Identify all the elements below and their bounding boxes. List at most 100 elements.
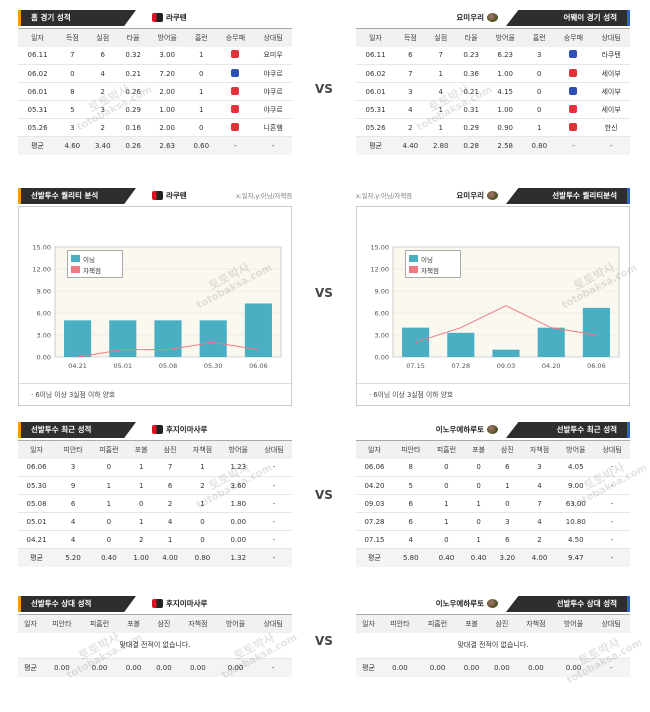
chart-note: · 6이닝 이상 3실점 이하 양호 [19, 383, 291, 405]
table-cell: 7 [57, 46, 88, 65]
avg-cell: 5.80 [392, 548, 429, 567]
table-row: 05.30 9 1 1 6 2 3.60- [18, 476, 292, 495]
table-cell: 1 [90, 494, 127, 513]
vs-label: VS [315, 286, 333, 300]
avg-cell: 1.32 [220, 548, 257, 567]
table-cell: - [594, 512, 630, 531]
table-cell: 2.00 [148, 82, 187, 101]
table-cell: 0 [428, 476, 465, 495]
column-header: 방어율 [216, 614, 255, 633]
rakuten-logo-icon [152, 13, 163, 22]
x-tick-label: 06.06 [249, 362, 268, 370]
table-cell: 6 [392, 494, 429, 513]
table-cell: 2 [87, 118, 118, 137]
column-header: 방어율 [557, 440, 595, 459]
result-cell [554, 82, 593, 101]
table-cell: 2 [126, 530, 156, 549]
table-cell: 1 [126, 476, 156, 495]
table-cell: 05.31 [18, 100, 58, 119]
chart-svg: 0.00 3.00 6.00 9.00 12.00 15.00 04.21 05.01 05.0… [32, 244, 282, 370]
pitcher-name: 이노우에하루토 [435, 425, 484, 434]
table-cell: 0 [464, 476, 493, 495]
table-row: 07.28 6 1 0 3 4 10.80- [356, 512, 630, 531]
table-cell: 0 [184, 530, 221, 549]
avg-cell: 0.80 [524, 136, 555, 155]
avg-cell: - [592, 136, 630, 155]
table-row: 05.01 4 0 1 4 0 0.00- [18, 512, 292, 531]
yomiuri-logo-icon [487, 13, 498, 22]
table-cell: 6 [55, 494, 91, 513]
table-cell: 7.20 [148, 64, 187, 83]
column-header: 승무패 [554, 28, 593, 47]
pitcher-quality-panel-left: 선발투수 퀄리티 분석 라쿠텐 x:일자,y:이닝/자책점 0.00 3.00 6.… [18, 186, 292, 406]
pitcher-h2h-panel-right: 이노우에하루토 선발투수 상대 성적 일자 피안타 피홈런 포볼 삼진 자책점 방어율 상대팀… [356, 594, 630, 677]
pitcher-h2h-table: 일자 피안타 피홈런 포볼 삼진 자책점 방어율 상대팀 맞대결 전적이 없습니다. 평균 0.… [18, 614, 292, 677]
win-badge-icon [231, 86, 240, 95]
table-cell: 세이부 [592, 64, 630, 83]
avg-cell: - [254, 136, 292, 155]
table-cell: 3.60 [220, 476, 257, 495]
column-header: 방어율 [220, 440, 257, 459]
table-row: 04.20 5 0 0 1 4 9.00- [356, 476, 630, 495]
away-record-table: 일자 득점 실점 타율 방어율 홈런 승무패 상대팀 06.11 6 7 0.23 6.23 3 라쿠텐 0… [356, 28, 630, 155]
column-header: 자책점 [184, 440, 221, 459]
table-cell: 1 [184, 458, 221, 477]
table-cell: 05.30 [18, 476, 56, 495]
table-cell: - [256, 512, 292, 531]
average-row: 평균 4.60 3.40 0.26 2.63 0.60- - [18, 136, 292, 155]
table-cell: 라쿠텐 [592, 46, 630, 65]
column-header: 일자 [18, 440, 56, 459]
table-cell: 1 [428, 512, 465, 531]
table-cell: 0.32 [117, 46, 149, 65]
y-tick-label: 15.00 [370, 244, 389, 252]
table-cell: 3 [57, 118, 88, 137]
column-header: 자책점 [521, 440, 558, 459]
table-cell: 0 [524, 64, 555, 83]
legend-earned-runs: 자책점 [421, 266, 439, 275]
table-cell: 06.11 [18, 46, 58, 65]
column-header: 삼진 [492, 440, 522, 459]
table-cell: 4 [155, 512, 185, 531]
home-record-table: 일자 득점 실점 타율 방어율 홈런 승무패 상대팀 06.11 7 6 0.32 3.00 1 요미우 0… [18, 28, 292, 155]
table-cell: 4 [392, 530, 429, 549]
column-header: 피홈런 [418, 614, 457, 633]
avg-cell: 4.60 [57, 136, 88, 155]
column-header: 일자 [356, 440, 393, 459]
column-header: 홈런 [524, 28, 555, 47]
avg-cell: 평균 [18, 136, 58, 155]
innings-bar [447, 332, 475, 357]
table-cell: 0 [90, 530, 127, 549]
y-tick-label: 6.00 [375, 310, 389, 318]
y-tick-label: 0.00 [375, 354, 389, 362]
table-cell: 야쿠르 [254, 64, 292, 83]
y-tick-label: 0.00 [37, 354, 51, 362]
table-cell: 1 [126, 458, 156, 477]
earned-runs-line [415, 305, 597, 343]
result-cell [216, 100, 255, 119]
table-cell: 2 [184, 476, 221, 495]
avg-cell: - [594, 548, 630, 567]
legend-innings: 이닝 [83, 255, 95, 264]
table-cell: 6 [492, 530, 522, 549]
avg-cell: 0.40 [464, 548, 493, 567]
table-row: 06.02 0 4 0.21 7.20 0 야쿠르 [18, 64, 292, 83]
legend-innings: 이닝 [421, 255, 433, 264]
table-cell: 0.21 [455, 82, 487, 101]
avg-cell: 0.40 [90, 548, 127, 567]
x-tick-label: 05.30 [204, 362, 223, 370]
table-cell: - [256, 494, 292, 513]
average-row: 평균 5.20 0.40 1.00 4.00 0.80 1.32- [18, 548, 292, 567]
avg-cell: 0.00 [418, 658, 457, 677]
avg-cell: 3.20 [492, 548, 522, 567]
table-cell: 9 [55, 476, 91, 495]
column-header: 삼진 [148, 614, 180, 633]
table-cell: 09.03 [356, 494, 393, 513]
table-cell: 2 [87, 82, 118, 101]
chart-note: · 6이닝 이상 3실점 이하 양호 [357, 383, 629, 405]
avg-cell: 0.00 [381, 658, 419, 677]
table-cell: 4 [425, 82, 456, 101]
table-cell: 4.05 [557, 458, 595, 477]
pitcher-recent-panel-right: 이노우에하루토 선발투수 최근 성적 일자 피안타 피홈런 포볼 삼진 자책점 방어율 상대팀… [356, 420, 630, 567]
table-cell: 06.06 [18, 458, 56, 477]
x-tick-label: 05.01 [113, 362, 132, 370]
